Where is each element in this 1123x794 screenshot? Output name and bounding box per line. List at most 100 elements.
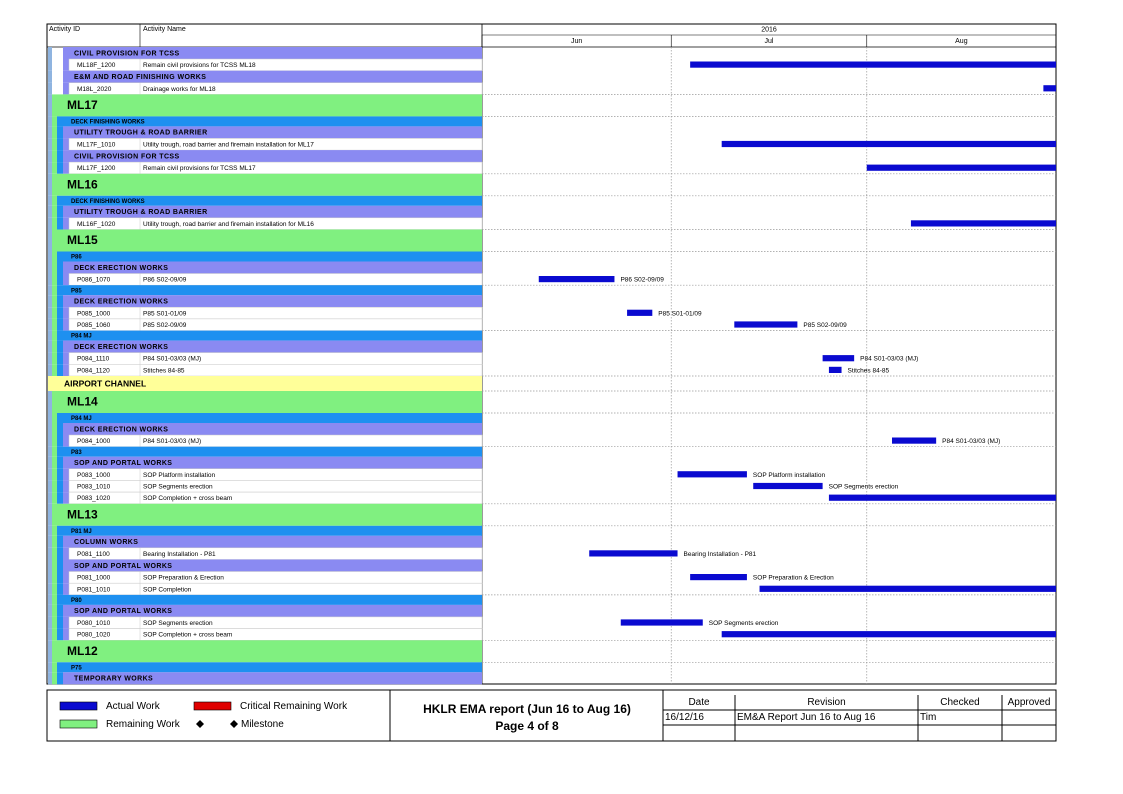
group-label: ML14 (67, 395, 98, 409)
bar-label: P85 S01-01/09 (658, 310, 702, 317)
activity-row (68, 273, 483, 286)
level-stripe (57, 126, 63, 139)
level-stripe (52, 352, 57, 365)
row-edge (48, 672, 52, 685)
month-label: Jul (765, 38, 774, 45)
wbs-row (57, 285, 482, 296)
wbs-row (57, 251, 482, 262)
row-edge (48, 94, 52, 117)
activity-row (68, 571, 483, 584)
sub-label: DECK ERECTION WORKS (74, 426, 168, 433)
group-row (52, 229, 482, 252)
row-edge (48, 423, 52, 435)
sub-label: COLUMN WORKS (74, 539, 138, 546)
bar-label: SOP Segments erection (709, 620, 779, 627)
activity-row (68, 480, 483, 493)
group-label: ML13 (67, 507, 98, 521)
row-edge (48, 47, 52, 59)
level-stripe (63, 364, 69, 376)
activity-bar (892, 437, 937, 444)
wbs-label: DECK FINISHING WORKS (71, 119, 145, 125)
level-stripe (57, 273, 63, 286)
activity-row (68, 434, 483, 447)
activity-id: P083_1010 (77, 483, 111, 490)
column-header: Activity ID (49, 26, 80, 33)
table-cell: 16/12/16 (665, 712, 704, 723)
level-stripe (52, 492, 57, 504)
level-stripe (63, 217, 69, 230)
row-edge (48, 535, 52, 548)
level-stripe (52, 340, 57, 353)
level-stripe (52, 435, 57, 447)
row-edge (48, 330, 52, 341)
activity-name: SOP Preparation & Erection (143, 575, 224, 582)
row-edge (48, 456, 52, 469)
row-edge (48, 229, 52, 252)
activity-row (68, 58, 483, 71)
level-stripe (57, 559, 63, 572)
sub-row (63, 672, 482, 685)
level-stripe (57, 583, 63, 595)
level-stripe (57, 672, 63, 685)
row-edge (48, 318, 52, 331)
sub-label: CIVIL PROVISION FOR TCSS (74, 50, 180, 57)
level-stripe (57, 480, 63, 493)
row-edge (48, 205, 52, 218)
activity-id: ML17F_1200 (77, 165, 116, 172)
activity-row (68, 491, 483, 505)
sub-row (63, 340, 482, 353)
row-edge (48, 435, 52, 447)
wbs-label: DECK FINISHING WORKS (71, 199, 145, 205)
wbs-label: P84 MJ (71, 334, 92, 340)
wbs-label: P75 (71, 665, 82, 671)
activity-name: Bearing Installation - P81 (143, 551, 216, 558)
activity-name: Utility trough, road barrier and firemai… (143, 141, 314, 148)
activity-id: M18L_2020 (77, 86, 112, 93)
activity-bar (589, 550, 678, 557)
year-label: 2016 (761, 26, 777, 33)
activity-name: Remain civil provisions for TCSS ML17 (143, 165, 256, 172)
level-stripe (57, 261, 63, 274)
activity-id: P084_1120 (77, 367, 110, 374)
activity-id: P081_1000 (77, 575, 111, 582)
level-stripe (52, 662, 57, 673)
activity-bar (910, 220, 1056, 227)
legend-label: Critical Remaining Work (240, 701, 348, 712)
activity-row (68, 318, 483, 331)
wbs-row (57, 662, 482, 673)
activity-id: P084_1000 (77, 438, 111, 445)
activity-name: SOP Segments erection (143, 483, 213, 490)
activity-name: P84 S01-03/03 (MJ) (143, 356, 201, 363)
level-stripe (52, 468, 57, 481)
group-label: ML12 (67, 644, 98, 658)
wbs-label: P80 (71, 598, 82, 604)
activity-row (68, 468, 483, 481)
sub-label: SOP AND PORTAL WORKS (74, 608, 172, 615)
row-edge (48, 640, 52, 663)
group-label: ML16 (67, 177, 98, 191)
activity-bar (734, 321, 798, 328)
sub-label: UTILITY TROUGH & ROAD BARRIER (74, 130, 208, 137)
level-stripe (63, 435, 69, 447)
activity-name: SOP Completion (143, 586, 192, 593)
level-stripe (52, 138, 57, 151)
sub-label: DECK ERECTION WORKS (74, 344, 168, 351)
sub-row (63, 150, 482, 163)
level-stripe (52, 413, 57, 423)
sub-label: UTILITY TROUGH & ROAD BARRIER (74, 209, 208, 216)
group-row (52, 503, 482, 526)
group-row (52, 173, 482, 196)
activity-row (68, 547, 483, 560)
level-stripe (57, 435, 63, 447)
level-stripe (52, 195, 57, 206)
level-stripe (52, 330, 57, 341)
level-stripe (63, 616, 69, 629)
legend-milestone (196, 720, 204, 728)
row-edge (48, 126, 52, 139)
level-stripe (57, 571, 63, 584)
row-edge (48, 82, 52, 95)
legend-swatch (59, 701, 98, 711)
table-header: Revision (807, 697, 845, 708)
row-edge (48, 413, 52, 423)
level-stripe (57, 162, 63, 174)
